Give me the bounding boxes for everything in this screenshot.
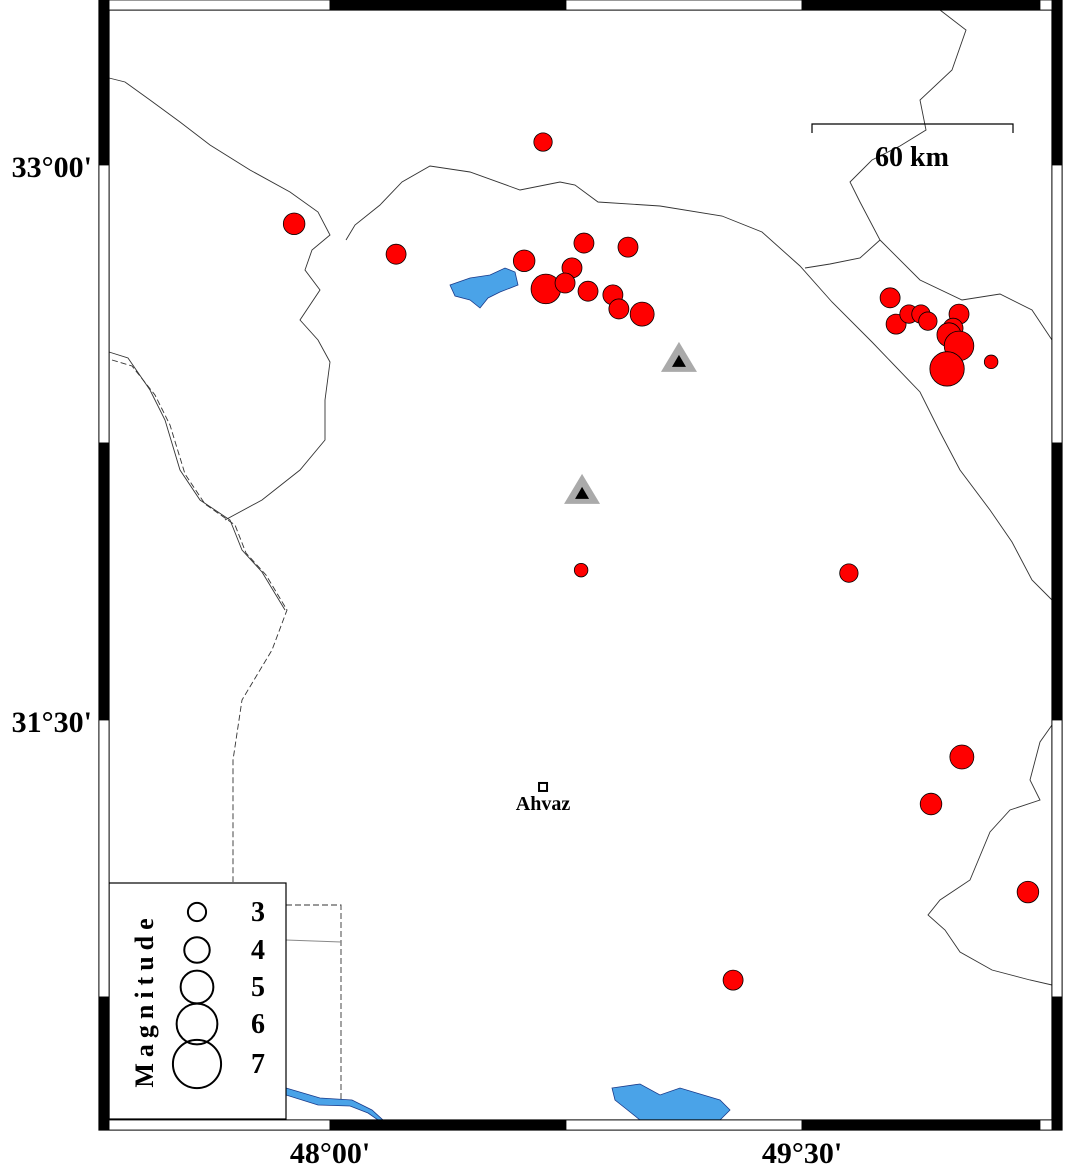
- legend-box: [108, 882, 287, 1120]
- frame-segment: [98, 442, 110, 721]
- scale-bar: 60 km: [811, 123, 1014, 173]
- border-line: [927, 724, 1053, 986]
- earthquake-event: [949, 744, 975, 770]
- map-frame: [98, 0, 1063, 1131]
- tick-labels: 33°00' 31°30' 48°00' 49°30': [12, 151, 843, 1168]
- lon-tick-label: 48°00': [290, 1137, 370, 1168]
- city-marker: Ahvaz: [516, 781, 571, 815]
- station-triangle-icon: [564, 473, 601, 504]
- earthquake-event: [512, 249, 536, 273]
- border-line: [879, 239, 1053, 341]
- frame-segment: [1039, 1119, 1053, 1131]
- frame-segment: [98, 996, 110, 1131]
- legend-circle: [175, 1002, 219, 1046]
- frame-segment: [801, 1119, 1041, 1131]
- reservoir-lake: [449, 267, 519, 309]
- frame-segment: [1051, 996, 1063, 1131]
- earthquake-event: [385, 243, 407, 265]
- earthquake-event: [554, 272, 576, 294]
- scale-bar-label: 60 km: [875, 142, 949, 173]
- water-bodies: [285, 267, 731, 1121]
- legend: Magnitude 3 4 5 6 7: [108, 882, 287, 1120]
- frame-segment: [1051, 0, 1063, 166]
- frame-segment: [1051, 164, 1063, 444]
- earthquake-event: [919, 792, 943, 816]
- legend-circle: [183, 936, 211, 964]
- legend-label: 4: [251, 935, 265, 966]
- legend-title: Magnitude: [130, 912, 159, 1087]
- frame-segment: [98, 0, 110, 166]
- legend-label: 5: [251, 972, 265, 1003]
- earthquake-event: [573, 232, 595, 254]
- frame-segment: [565, 1119, 803, 1131]
- legend-items: 3 4 5 6 7: [171, 897, 265, 1090]
- earthquake-event: [879, 287, 901, 309]
- legend-label: 3: [251, 897, 265, 928]
- earthquake-event: [983, 354, 999, 370]
- legend-label: 6: [251, 1009, 265, 1040]
- earthquake-event: [929, 351, 965, 387]
- earthquake-event: [839, 563, 859, 583]
- border-line: [285, 939, 342, 943]
- border-line: [111, 359, 288, 882]
- stations-layer: [564, 341, 697, 504]
- earthquake-event: [918, 311, 938, 331]
- frame-segment: [329, 1119, 567, 1131]
- frame-segment: [108, 0, 331, 11]
- frame-segment: [98, 719, 110, 998]
- boundaries: [108, 9, 1053, 1100]
- legend-circle: [171, 1038, 223, 1090]
- legend-label: 7: [251, 1049, 265, 1080]
- frame-segment: [801, 0, 1041, 11]
- earthquake-event: [722, 969, 744, 991]
- station-triangle-icon: [660, 341, 697, 372]
- frame-segment: [108, 1119, 331, 1131]
- earthquake-event: [1016, 880, 1040, 904]
- earthquake-event: [573, 562, 589, 578]
- city-label: Ahvaz: [516, 793, 571, 815]
- earthquake-event: [629, 301, 655, 327]
- earthquake-event: [533, 132, 553, 152]
- city-square-icon: [538, 781, 549, 792]
- lat-tick-label: 33°00': [12, 151, 92, 184]
- frame-segment: [329, 0, 567, 11]
- border-line: [286, 904, 342, 1100]
- lon-tick-label: 49°30': [762, 1137, 842, 1168]
- earthquake-event: [608, 298, 630, 320]
- frame-segment: [98, 164, 110, 444]
- border-line: [804, 9, 967, 269]
- border-line: [108, 77, 331, 521]
- events-layer: [282, 132, 1040, 991]
- earthquake-event: [617, 236, 639, 258]
- marsh: [611, 1083, 731, 1121]
- lat-tick-label: 31°30': [12, 706, 92, 739]
- frame-segment: [1051, 442, 1063, 721]
- frame-segment: [565, 0, 803, 11]
- frame-segment: [1039, 0, 1053, 11]
- border-line: [108, 351, 286, 611]
- frame-segment: [1051, 719, 1063, 998]
- legend-circle: [186, 901, 208, 923]
- earthquake-event: [282, 212, 306, 236]
- scale-bar-line: [811, 123, 1014, 133]
- border-line: [345, 165, 1053, 601]
- earthquake-event: [577, 280, 599, 302]
